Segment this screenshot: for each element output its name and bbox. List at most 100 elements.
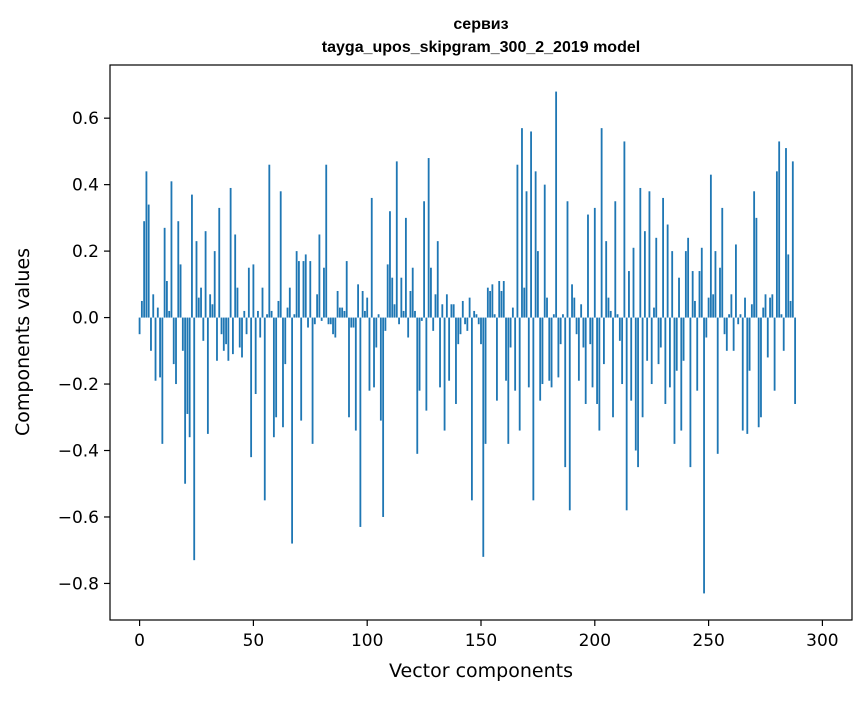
bar — [163, 227, 166, 318]
bar — [338, 307, 341, 318]
bar — [787, 254, 790, 318]
bar — [143, 221, 146, 318]
bar — [156, 307, 159, 318]
bar — [341, 307, 344, 318]
x-tick-label: 300 — [806, 631, 838, 651]
bar — [703, 317, 705, 594]
bar — [552, 314, 555, 318]
bar — [521, 128, 523, 318]
bar — [357, 284, 359, 318]
bar — [773, 317, 776, 391]
bar — [298, 261, 300, 318]
bar — [395, 161, 398, 318]
bar — [732, 317, 735, 351]
bar — [227, 317, 230, 361]
bar — [723, 317, 726, 335]
bar — [678, 277, 680, 318]
bar — [448, 317, 451, 381]
bar — [343, 310, 346, 318]
bar — [379, 317, 382, 421]
bar — [600, 128, 603, 318]
bar — [671, 251, 674, 318]
bar — [653, 307, 655, 318]
bar — [691, 271, 694, 318]
bar — [257, 310, 259, 318]
bar — [186, 317, 189, 414]
plot-frame — [109, 64, 853, 621]
bar — [243, 310, 246, 318]
chart-title: сервиз — [453, 16, 508, 33]
bar — [516, 164, 519, 318]
bar — [398, 317, 400, 325]
bar — [147, 204, 150, 318]
bar — [593, 207, 596, 318]
bar — [737, 317, 740, 325]
bar — [707, 297, 710, 318]
bar — [206, 317, 209, 434]
bar — [195, 241, 198, 318]
bar — [161, 317, 164, 444]
bar — [505, 317, 507, 381]
bar — [138, 317, 141, 335]
bar — [416, 317, 419, 454]
bar — [200, 287, 202, 318]
bar — [461, 300, 464, 318]
bar — [628, 271, 630, 318]
bar — [313, 317, 316, 325]
bar — [739, 314, 742, 318]
bar — [605, 241, 608, 318]
bar — [489, 290, 492, 318]
bar — [571, 284, 573, 318]
bar — [603, 317, 605, 365]
bar — [675, 317, 678, 371]
bar — [336, 290, 339, 318]
bar — [762, 307, 765, 318]
bar — [316, 294, 319, 318]
bar — [689, 317, 692, 468]
bar — [268, 164, 271, 318]
bar — [630, 317, 633, 401]
bar — [577, 317, 580, 381]
bar — [325, 164, 328, 318]
bar — [655, 237, 658, 318]
bar — [197, 297, 200, 318]
bar — [159, 317, 161, 378]
bar — [564, 317, 567, 468]
bar — [384, 317, 387, 331]
bar — [486, 287, 489, 318]
bar — [662, 197, 664, 318]
bar — [664, 317, 667, 404]
bar — [236, 287, 239, 318]
bar — [466, 317, 469, 331]
bar — [509, 317, 512, 348]
bar — [641, 317, 644, 418]
y-tick-label: −0.6 — [58, 508, 99, 528]
bar — [587, 214, 589, 318]
bar — [468, 297, 471, 318]
bar — [225, 317, 227, 345]
bar — [484, 317, 487, 444]
bar — [530, 131, 532, 318]
bar — [154, 317, 157, 381]
bar — [518, 317, 521, 431]
bar — [361, 290, 364, 318]
bar — [368, 317, 371, 391]
bar — [452, 304, 455, 318]
bar — [755, 217, 758, 318]
bar-series — [138, 91, 797, 594]
bar — [402, 310, 405, 318]
bar — [263, 317, 266, 501]
bar — [491, 284, 494, 318]
bar — [409, 290, 412, 318]
bar — [291, 317, 293, 544]
bar — [382, 317, 385, 517]
bar — [366, 297, 369, 318]
bar — [464, 317, 466, 325]
bar — [373, 317, 375, 388]
bar — [277, 300, 280, 318]
bar — [482, 317, 485, 557]
bar — [753, 191, 756, 318]
x-tick-label: 50 — [243, 631, 265, 651]
bar — [414, 310, 416, 318]
bar — [659, 317, 662, 348]
